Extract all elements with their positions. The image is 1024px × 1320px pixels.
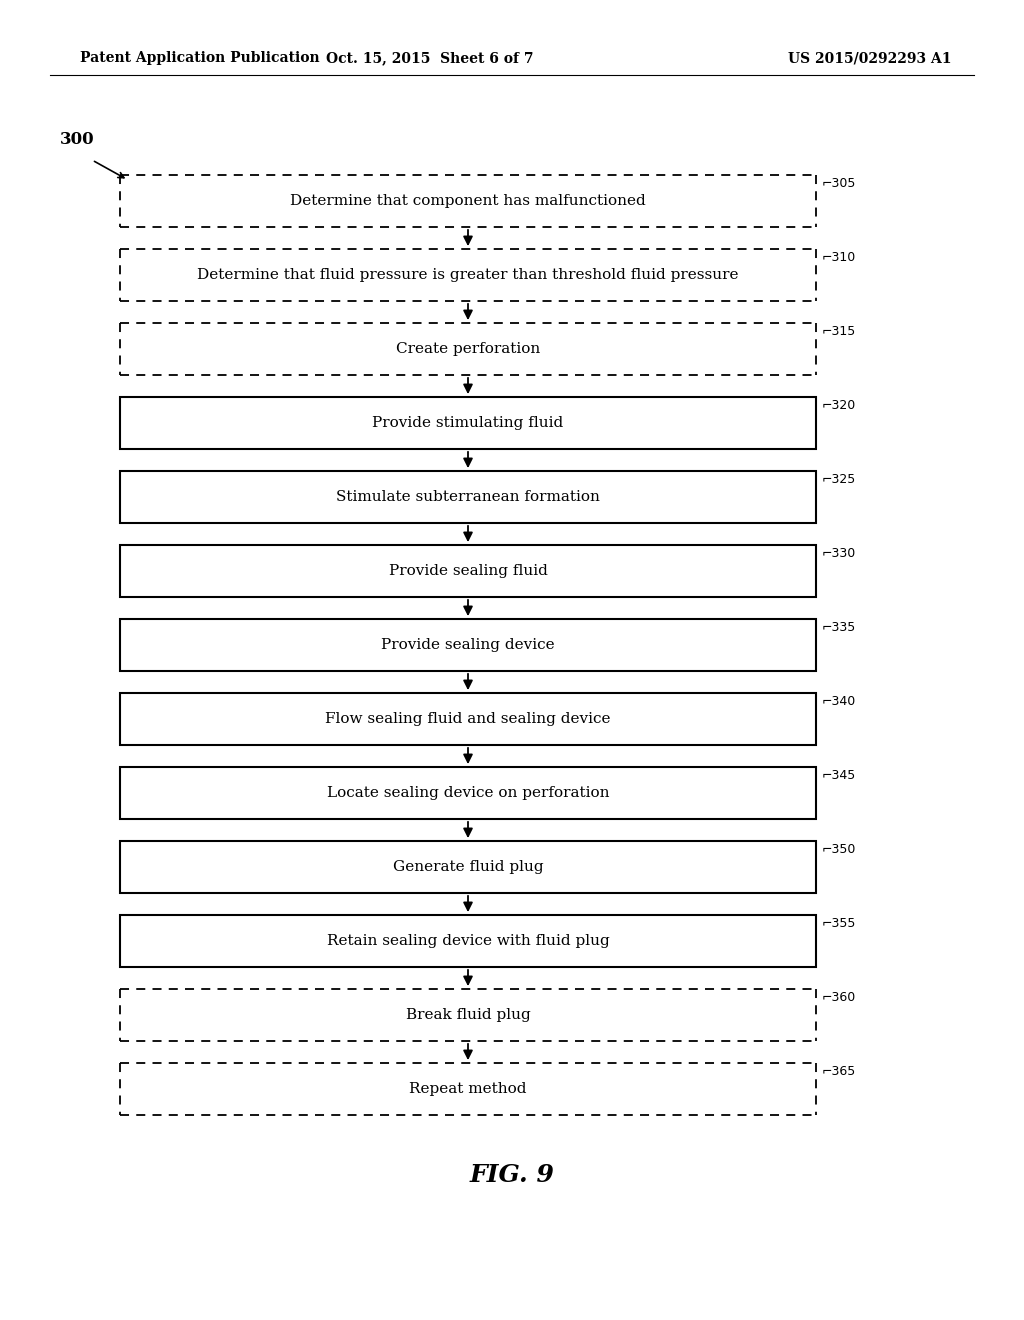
Bar [120, 471, 816, 523]
Text: Patent Application Publication: Patent Application Publication [80, 51, 319, 65]
Text: ⌐325: ⌐325 [822, 473, 856, 486]
Text: Provide sealing device: Provide sealing device [381, 638, 555, 652]
Text: 300: 300 [60, 132, 94, 149]
Text: Provide sealing fluid: Provide sealing fluid [388, 564, 548, 578]
Text: ⌐345: ⌐345 [822, 770, 856, 781]
Text: Oct. 15, 2015  Sheet 6 of 7: Oct. 15, 2015 Sheet 6 of 7 [327, 51, 534, 65]
Text: ⌐310: ⌐310 [822, 251, 856, 264]
Text: Generate fluid plug: Generate fluid plug [392, 861, 544, 874]
Bar [120, 915, 816, 968]
Text: ⌐320: ⌐320 [822, 399, 856, 412]
Text: ⌐350: ⌐350 [822, 843, 856, 855]
Text: Flow sealing fluid and sealing device: Flow sealing fluid and sealing device [326, 711, 610, 726]
Bar [120, 841, 816, 894]
Text: Stimulate subterranean formation: Stimulate subterranean formation [336, 490, 600, 504]
Text: FIG. 9: FIG. 9 [470, 1163, 554, 1187]
Bar [120, 693, 816, 744]
Text: Provide stimulating fluid: Provide stimulating fluid [373, 416, 563, 430]
Text: ⌐365: ⌐365 [822, 1065, 856, 1078]
Text: Retain sealing device with fluid plug: Retain sealing device with fluid plug [327, 935, 609, 948]
Text: US 2015/0292293 A1: US 2015/0292293 A1 [788, 51, 951, 65]
Text: ⌐335: ⌐335 [822, 620, 856, 634]
Text: Determine that fluid pressure is greater than threshold fluid pressure: Determine that fluid pressure is greater… [198, 268, 738, 282]
Text: ⌐340: ⌐340 [822, 696, 856, 708]
Text: ⌐355: ⌐355 [822, 917, 856, 931]
Text: ⌐360: ⌐360 [822, 991, 856, 1005]
Bar [120, 767, 816, 818]
Text: ⌐330: ⌐330 [822, 546, 856, 560]
Bar [120, 397, 816, 449]
Text: Locate sealing device on perforation: Locate sealing device on perforation [327, 785, 609, 800]
Bar [120, 619, 816, 671]
Text: Create perforation: Create perforation [396, 342, 540, 356]
Text: Break fluid plug: Break fluid plug [406, 1008, 530, 1022]
Text: Determine that component has malfunctioned: Determine that component has malfunction… [290, 194, 646, 209]
Text: ⌐305: ⌐305 [822, 177, 856, 190]
Bar [120, 545, 816, 597]
Text: ⌐315: ⌐315 [822, 325, 856, 338]
Text: Repeat method: Repeat method [410, 1082, 526, 1096]
